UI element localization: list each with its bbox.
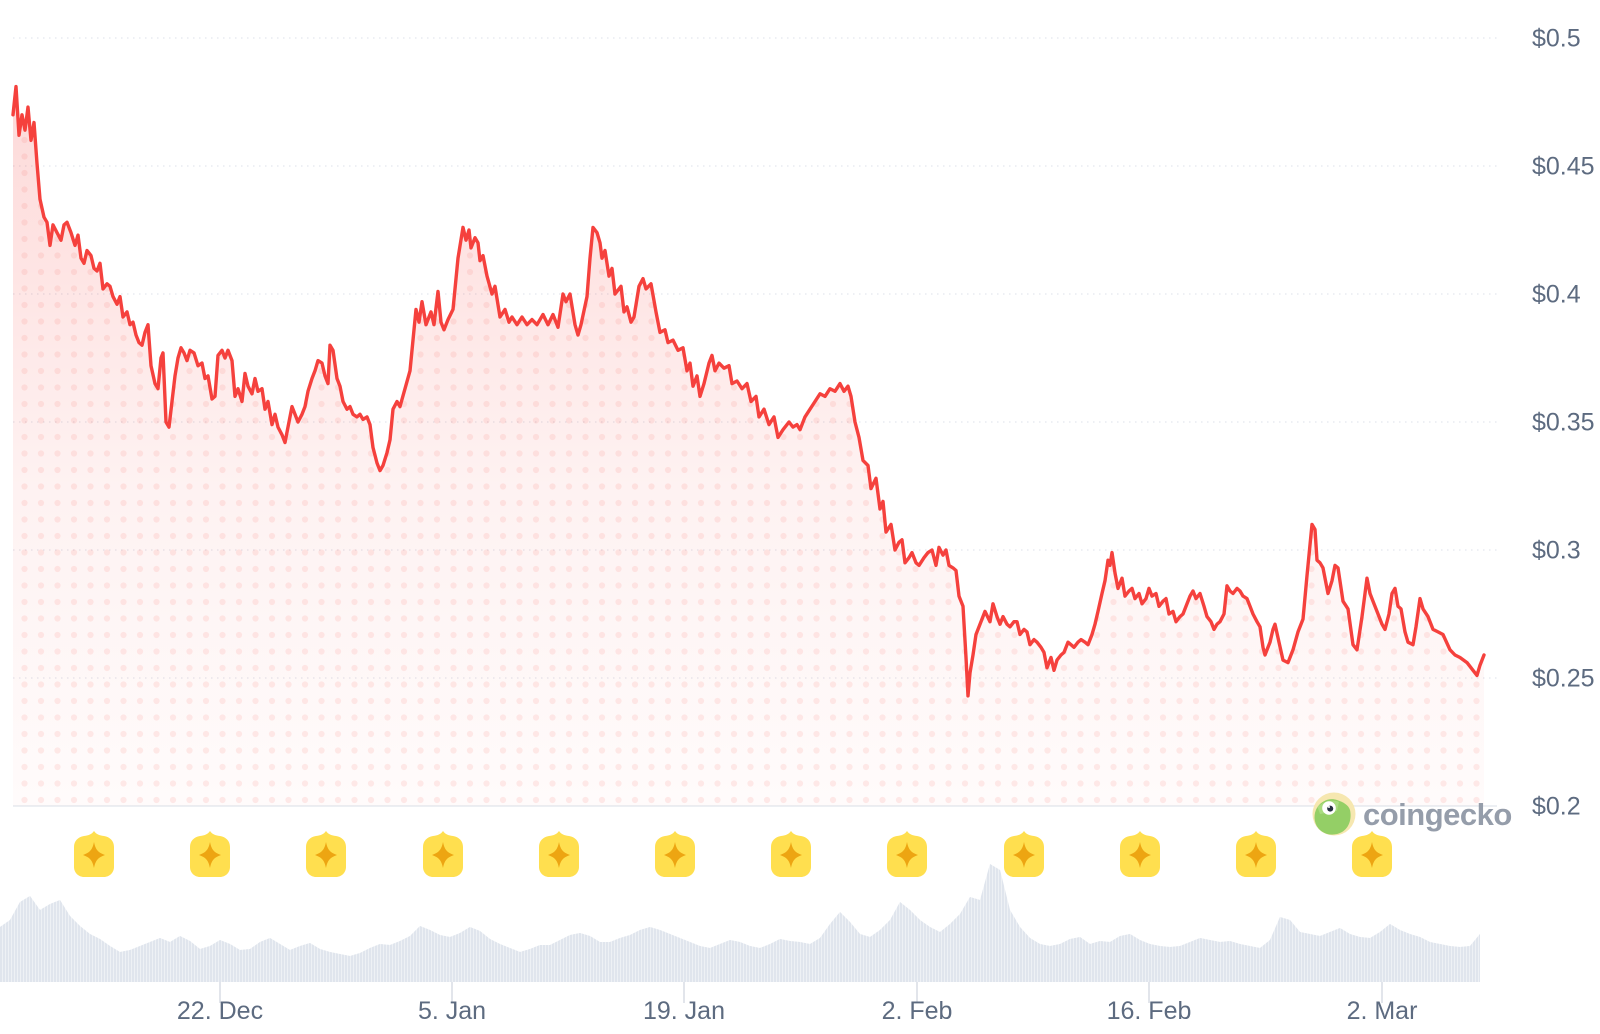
area-dot-pattern [13, 86, 1484, 807]
y-axis-label: $0.35 [1532, 409, 1595, 437]
event-markers-row [74, 831, 1392, 877]
x-axis: 22. Dec 5. Jan 19. Jan 2. Feb 16. Feb 2. Mar [177, 982, 1418, 1025]
x-axis-label: 19. Jan [643, 997, 725, 1025]
price-line-path[interactable] [11, 84, 1486, 698]
watermark: coingecko [1312, 792, 1512, 836]
watermark-text: coingecko [1363, 797, 1512, 832]
price-line[interactable] [11, 84, 1486, 698]
star-badge-icon[interactable] [655, 831, 695, 877]
star-badge-icon[interactable] [74, 831, 114, 877]
y-axis-label: $0.4 [1532, 281, 1581, 309]
volume-histogram [0, 864, 1480, 982]
star-badge-icon[interactable] [1120, 831, 1160, 877]
x-axis-label: 2. Feb [882, 997, 953, 1025]
star-badge-icon[interactable] [306, 831, 346, 877]
star-badge-icon[interactable] [1352, 831, 1392, 877]
x-axis-label: 2. Mar [1347, 997, 1418, 1025]
star-badge-icon[interactable] [1236, 831, 1276, 877]
star-badge-icon[interactable] [771, 831, 811, 877]
y-axis-labels: $0.5 $0.45 $0.4 $0.35 $0.3 $0.25 $0.2 [1532, 25, 1595, 821]
y-axis-label: $0.25 [1532, 665, 1595, 693]
x-axis-label: 5. Jan [418, 997, 486, 1025]
star-badge-icon[interactable] [1004, 831, 1044, 877]
x-axis-label: 16. Feb [1107, 997, 1192, 1025]
price-area-fill [13, 86, 1484, 807]
y-axis-label: $0.3 [1532, 537, 1581, 565]
star-badge-icon[interactable] [190, 831, 230, 877]
x-axis-label: 22. Dec [177, 997, 263, 1025]
star-badge-icon[interactable] [539, 831, 579, 877]
y-axis-label: $0.45 [1532, 153, 1595, 181]
y-axis-label: $0.5 [1532, 25, 1581, 53]
y-axis-label: $0.2 [1532, 793, 1581, 821]
gecko-logo-icon [1312, 792, 1356, 836]
star-badge-icon[interactable] [423, 831, 463, 877]
volume-bars [0, 864, 1480, 982]
star-badge-icon[interactable] [887, 831, 927, 877]
